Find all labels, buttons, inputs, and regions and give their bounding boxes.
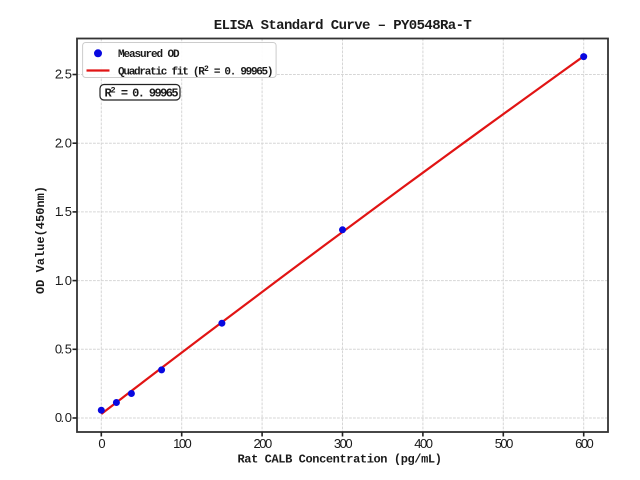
svg-text:Measured OD: Measured OD xyxy=(118,49,180,61)
svg-text:2. 0: 2. 0 xyxy=(55,135,72,150)
svg-text:OD Value(450nm): OD Value(450nm) xyxy=(34,186,48,294)
svg-text:0. 0: 0. 0 xyxy=(55,410,72,425)
svg-text:ELISA Standard Curve – PY0548R: ELISA Standard Curve – PY0548Ra-T xyxy=(214,18,472,34)
svg-text:0: 0 xyxy=(98,436,105,451)
svg-text:R2 = 0. 99965: R2 = 0. 99965 xyxy=(105,86,179,101)
svg-text:Quadratic fit (R2 = 0. 99965): Quadratic fit (R2 = 0. 99965) xyxy=(118,65,272,79)
svg-text:600: 600 xyxy=(575,436,593,451)
svg-text:100: 100 xyxy=(173,436,191,451)
svg-text:300: 300 xyxy=(334,436,352,451)
svg-text:1. 0: 1. 0 xyxy=(55,273,72,288)
svg-text:0. 5: 0. 5 xyxy=(55,342,72,357)
svg-text:2. 5: 2. 5 xyxy=(55,67,72,82)
svg-text:500: 500 xyxy=(495,436,513,451)
svg-text:Rat CALB Concentration (pg/mL): Rat CALB Concentration (pg/mL) xyxy=(237,453,441,467)
svg-text:400: 400 xyxy=(414,436,432,451)
svg-text:200: 200 xyxy=(253,436,271,451)
svg-text:1. 5: 1. 5 xyxy=(55,204,72,219)
